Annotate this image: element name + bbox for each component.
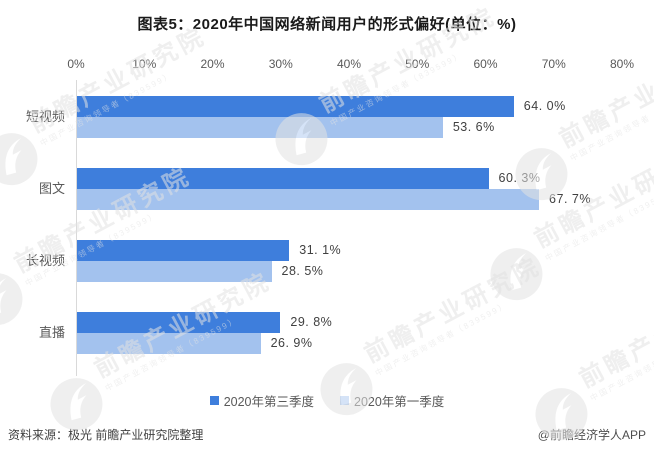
legend: 2020年第三季度 2020年第一季度 — [0, 391, 654, 410]
category-label: 长视频 — [25, 253, 65, 268]
footer: 资料来源：极光 前瞻产业研究院整理 @前瞻经济学人APP — [0, 422, 654, 444]
x-axis-tick: 10% — [132, 57, 157, 71]
y-axis-line — [76, 80, 77, 376]
bar-q3-2 — [77, 240, 290, 261]
bar-value-label: 64. 0% — [523, 99, 566, 113]
x-axis-tick: 70% — [541, 57, 566, 71]
bar-value-label: 67. 7% — [549, 192, 591, 206]
plot-area: 0% 10% 20% 30% 40% 50% 60% 70% 80% 短视频 64. 0% 53. … — [26, 57, 634, 376]
category-label: 短视频 — [25, 109, 65, 124]
bar-value-label: 26. 9% — [270, 336, 313, 350]
bar-q1-2 — [77, 261, 272, 282]
bar-q1-0 — [77, 117, 443, 138]
legend-swatch-icon — [209, 396, 219, 405]
credit-note: @前瞻经济学人APP — [537, 428, 646, 442]
legend-label: 2020年第一季度 — [354, 395, 445, 409]
x-axis-tick: 30% — [268, 57, 293, 71]
x-axis-tick: 80% — [609, 57, 635, 71]
legend-item: 2020年第三季度 — [209, 391, 314, 410]
legend-swatch-icon — [340, 396, 349, 405]
bar-value-label: 53. 6% — [452, 120, 495, 134]
x-axis-tick: 20% — [200, 57, 225, 71]
bar-value-label: 31. 1% — [299, 243, 342, 257]
x-axis-tick: 0% — [67, 57, 85, 71]
x-axis-tick: 60% — [473, 57, 498, 71]
bar-q3-1 — [77, 168, 489, 189]
bar-q1-3 — [77, 333, 261, 354]
bar-value-label: 28. 5% — [281, 264, 324, 278]
bar-value-label: 60. 3% — [498, 171, 541, 185]
category-label: 直播 — [38, 325, 65, 340]
x-axis-tick: 50% — [405, 57, 430, 71]
source-note: 资料来源：极光 前瞻产业研究院整理 — [8, 428, 204, 442]
bar-value-label: 29. 8% — [290, 315, 333, 329]
x-axis-tick: 40% — [336, 57, 362, 71]
chart-title: 图表5：2020年中国网络新闻用户的形式偏好(单位：%) — [137, 16, 517, 33]
legend-item: 2020年第一季度 — [340, 391, 444, 410]
bar-q1-1 — [77, 189, 540, 210]
bar-q3-3 — [77, 312, 281, 333]
legend-label: 2020年第三季度 — [223, 395, 314, 409]
bar-q3-0 — [77, 96, 514, 117]
category-label: 图文 — [38, 181, 65, 196]
x-axis: 0% 10% 20% 30% 40% 50% 60% 70% 80% — [67, 57, 634, 73]
